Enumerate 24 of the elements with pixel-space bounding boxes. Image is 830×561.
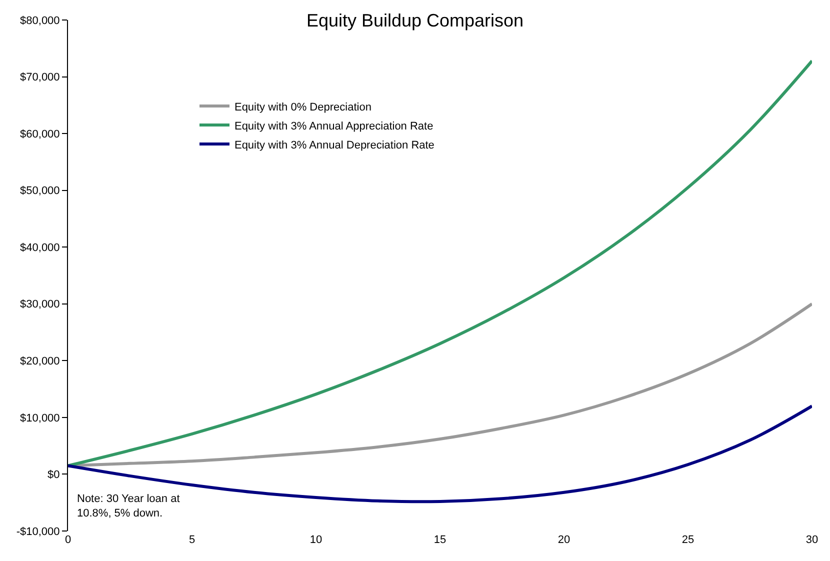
x-tick-label: 5 (188, 534, 196, 546)
x-tick-label: 20 (558, 534, 570, 546)
y-tick-label: -$10,000 (16, 526, 60, 538)
x-tick-label: 25 (682, 534, 694, 546)
y-tick-label: $70,000 (20, 72, 60, 84)
y-tick-label: $40,000 (20, 242, 60, 254)
y-tick-label: $30,000 (20, 298, 60, 311)
line-series (68, 404, 812, 504)
y-tick-label: $50,000 (20, 185, 60, 198)
y-tick-label: $0 (48, 469, 60, 482)
chart-title: Equity Buildup Comparison (306, 10, 524, 31)
legend-label: Equity with 3% Annual Depreciation Rate (234, 139, 434, 152)
line-series (68, 59, 812, 468)
annotation: Note: 30 Year loan at 10.8%, 5% down. (77, 493, 180, 520)
x-tick-label: 0 (64, 534, 72, 546)
legend-label: Equity with 0% Depreciation (234, 101, 372, 114)
legend-label: Equity with 3% Annual Appreciation Rate (234, 120, 434, 132)
y-tick-label: $80,000 (20, 14, 60, 27)
x-tick-label: 30 (806, 534, 818, 546)
x-tick-label: 10 (310, 534, 322, 546)
y-tick-label: $10,000 (20, 412, 60, 424)
y-tick-label: $60,000 (20, 128, 60, 140)
x-tick-label: 15 (434, 534, 446, 546)
y-tick-label: $20,000 (20, 356, 60, 368)
